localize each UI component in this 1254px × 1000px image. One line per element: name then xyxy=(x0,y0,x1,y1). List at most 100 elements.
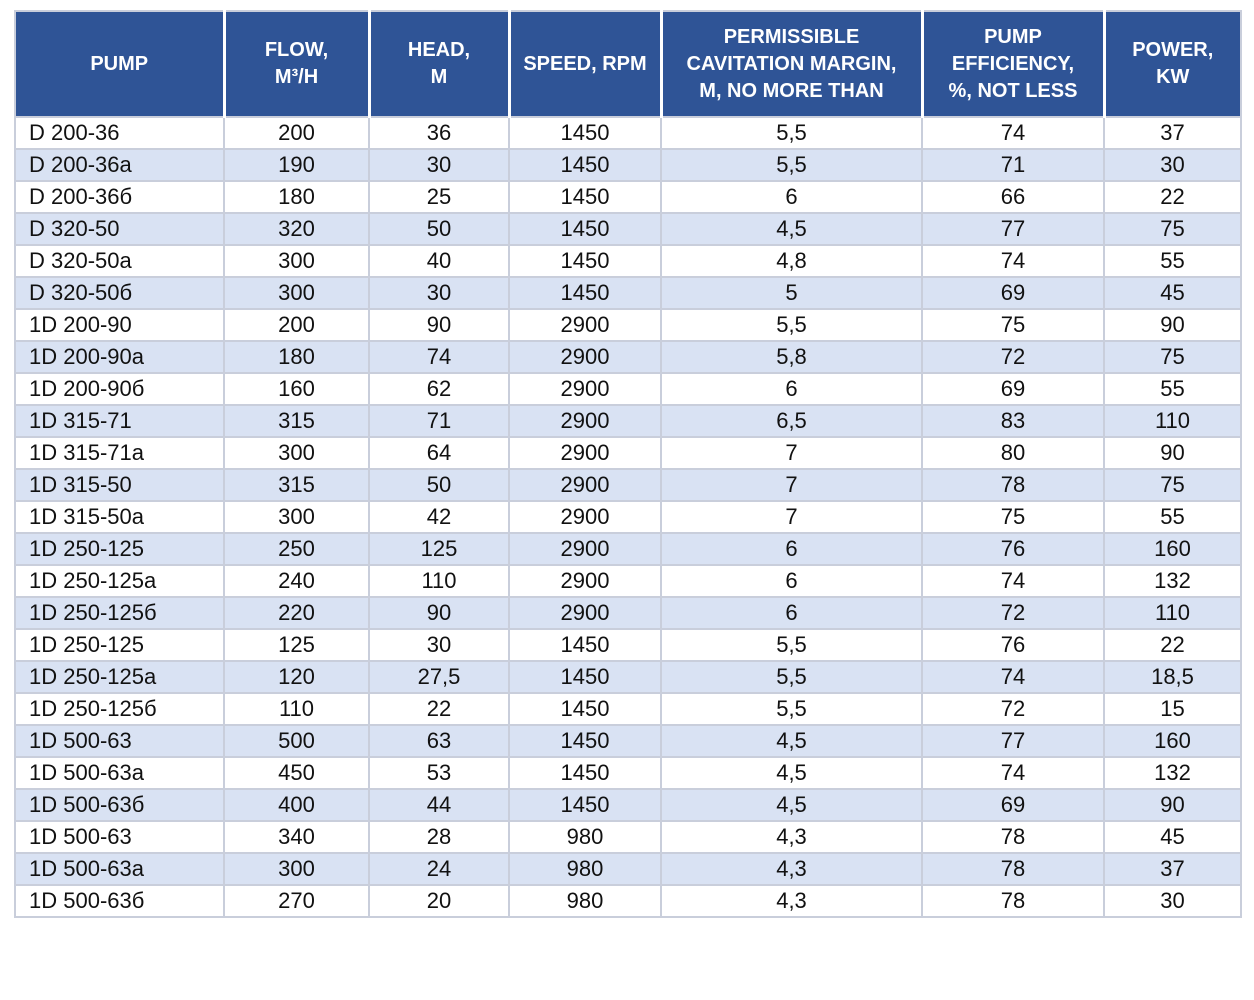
cell-head-m: 30 xyxy=(368,276,510,310)
cell-power-kw: 160 xyxy=(1103,724,1242,758)
cell-flow-m3h: 220 xyxy=(223,596,370,630)
cell-pump: 1D 200-90a xyxy=(14,340,225,374)
table-row: 1D 250-125 250 125 2900 6 76 160 xyxy=(14,532,1242,566)
cell-flow-m3h: 110 xyxy=(223,692,370,726)
cell-pump: D 320-50a xyxy=(14,244,225,278)
column-header-efficiency-pct: PUMP EFFICIENCY, %, NOT LESS xyxy=(920,11,1104,118)
cell-pump: 1D 200-90 xyxy=(14,308,225,342)
cell-flow-m3h: 190 xyxy=(223,148,370,182)
cell-cavitation-margin-m: 4,5 xyxy=(660,788,923,822)
cell-head-m: 24 xyxy=(368,852,510,886)
cell-cavitation-margin-m: 5,8 xyxy=(660,340,923,374)
pump-spec-table-container: PUMP FLOW, M³/H HEAD, M SPEED, RPM PERMISSIB… xyxy=(14,10,1242,918)
cell-pump: 1D 250-125a xyxy=(14,564,225,598)
table-row: D 320-50a 300 40 1450 4,8 74 55 xyxy=(14,244,1242,278)
cell-head-m: 44 xyxy=(368,788,510,822)
table-row: 1D 250-125a 120 27,5 1450 5,5 74 18,5 xyxy=(14,660,1242,694)
cell-power-kw: 30 xyxy=(1103,148,1242,182)
cell-power-kw: 160 xyxy=(1103,532,1242,566)
cell-flow-m3h: 300 xyxy=(223,244,370,278)
column-header-speed-rpm: SPEED, RPM xyxy=(507,11,661,118)
column-header-cavitation-margin-m: PERMISSIBLE CAVITATION MARGIN, M, NO MOR… xyxy=(659,11,922,118)
table-row: 1D 200-90a 180 74 2900 5,8 72 75 xyxy=(14,340,1242,374)
cell-efficiency-pct: 74 xyxy=(921,756,1105,790)
cell-power-kw: 75 xyxy=(1103,468,1242,502)
cell-power-kw: 37 xyxy=(1103,116,1242,150)
cell-flow-m3h: 180 xyxy=(223,340,370,374)
table-row: 1D 315-71 315 71 2900 6,5 83 110 xyxy=(14,404,1242,438)
cell-efficiency-pct: 72 xyxy=(921,596,1105,630)
cell-pump: D 200-36 xyxy=(14,116,225,150)
cell-efficiency-pct: 74 xyxy=(921,244,1105,278)
table-row: 1D 500-63б 270 20 980 4,3 78 30 xyxy=(14,884,1242,918)
cell-pump: 1D 250-125б xyxy=(14,692,225,726)
cell-flow-m3h: 300 xyxy=(223,276,370,310)
table-row: 1D 250-125 125 30 1450 5,5 76 22 xyxy=(14,628,1242,662)
cell-pump: 1D 500-63 xyxy=(14,820,225,854)
table-body: D 200-36 200 36 1450 5,5 74 37 D 200-36a 190 30 14… xyxy=(14,116,1242,918)
cell-head-m: 50 xyxy=(368,468,510,502)
cell-efficiency-pct: 75 xyxy=(921,308,1105,342)
table-row: 1D 500-63б 400 44 1450 4,5 69 90 xyxy=(14,788,1242,822)
cell-power-kw: 75 xyxy=(1103,212,1242,246)
cell-power-kw: 22 xyxy=(1103,180,1242,214)
cell-power-kw: 90 xyxy=(1103,788,1242,822)
cell-head-m: 110 xyxy=(368,564,510,598)
cell-head-m: 125 xyxy=(368,532,510,566)
cell-speed-rpm: 2900 xyxy=(508,308,662,342)
cell-pump: 1D 250-125a xyxy=(14,660,225,694)
cell-speed-rpm: 1450 xyxy=(508,788,662,822)
cell-cavitation-margin-m: 5,5 xyxy=(660,116,923,150)
cell-head-m: 40 xyxy=(368,244,510,278)
table-row: 1D 500-63a 450 53 1450 4,5 74 132 xyxy=(14,756,1242,790)
column-header-power-kw: POWER, KW xyxy=(1102,11,1241,118)
cell-efficiency-pct: 76 xyxy=(921,532,1105,566)
cell-speed-rpm: 2900 xyxy=(508,436,662,470)
cell-pump: 1D 250-125 xyxy=(14,532,225,566)
cell-flow-m3h: 200 xyxy=(223,308,370,342)
cell-head-m: 36 xyxy=(368,116,510,150)
cell-flow-m3h: 120 xyxy=(223,660,370,694)
cell-efficiency-pct: 71 xyxy=(921,148,1105,182)
cell-pump: 1D 315-50a xyxy=(14,500,225,534)
cell-pump: 1D 500-63a xyxy=(14,756,225,790)
cell-efficiency-pct: 69 xyxy=(921,372,1105,406)
cell-cavitation-margin-m: 5,5 xyxy=(660,628,923,662)
cell-head-m: 22 xyxy=(368,692,510,726)
cell-speed-rpm: 1450 xyxy=(508,244,662,278)
cell-cavitation-margin-m: 6 xyxy=(660,596,923,630)
cell-speed-rpm: 1450 xyxy=(508,116,662,150)
cell-cavitation-margin-m: 4,5 xyxy=(660,756,923,790)
cell-speed-rpm: 1450 xyxy=(508,276,662,310)
table-row: 1D 250-125б 220 90 2900 6 72 110 xyxy=(14,596,1242,630)
cell-flow-m3h: 240 xyxy=(223,564,370,598)
cell-flow-m3h: 315 xyxy=(223,468,370,502)
cell-speed-rpm: 1450 xyxy=(508,148,662,182)
cell-speed-rpm: 2900 xyxy=(508,532,662,566)
header-row: PUMP FLOW, M³/H HEAD, M SPEED, RPM PERMISSIB… xyxy=(14,11,1241,118)
table-row: 1D 500-63 340 28 980 4,3 78 45 xyxy=(14,820,1242,854)
cell-efficiency-pct: 78 xyxy=(921,468,1105,502)
cell-efficiency-pct: 75 xyxy=(921,500,1105,534)
cell-flow-m3h: 300 xyxy=(223,500,370,534)
cell-pump: 1D 315-50 xyxy=(14,468,225,502)
cell-cavitation-margin-m: 6 xyxy=(660,532,923,566)
cell-efficiency-pct: 78 xyxy=(921,852,1105,886)
cell-power-kw: 22 xyxy=(1103,628,1242,662)
cell-speed-rpm: 1450 xyxy=(508,660,662,694)
cell-cavitation-margin-m: 4,3 xyxy=(660,852,923,886)
cell-flow-m3h: 320 xyxy=(223,212,370,246)
column-header-flow-m3h: FLOW, M³/H xyxy=(222,11,369,118)
table-row: 1D 315-71a 300 64 2900 7 80 90 xyxy=(14,436,1242,470)
cell-speed-rpm: 2900 xyxy=(508,564,662,598)
cell-efficiency-pct: 69 xyxy=(921,788,1105,822)
cell-speed-rpm: 2900 xyxy=(508,404,662,438)
cell-head-m: 74 xyxy=(368,340,510,374)
cell-head-m: 30 xyxy=(368,628,510,662)
cell-pump: D 200-36a xyxy=(14,148,225,182)
table-row: D 200-36 200 36 1450 5,5 74 37 xyxy=(14,116,1242,150)
cell-flow-m3h: 500 xyxy=(223,724,370,758)
table-row: 1D 250-125a 240 110 2900 6 74 132 xyxy=(14,564,1242,598)
cell-flow-m3h: 340 xyxy=(223,820,370,854)
cell-efficiency-pct: 76 xyxy=(921,628,1105,662)
